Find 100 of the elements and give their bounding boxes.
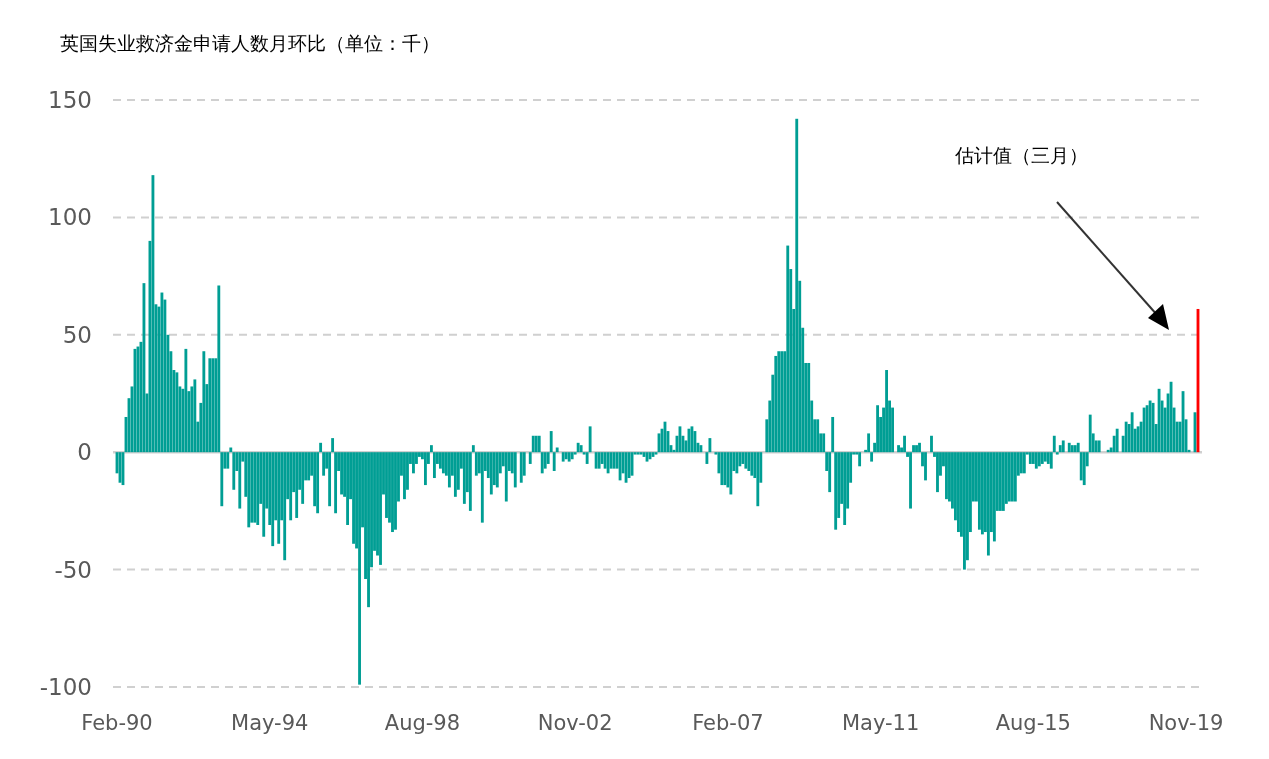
bar — [193, 379, 197, 453]
bar — [1145, 405, 1149, 453]
bar — [1142, 407, 1146, 453]
bar — [346, 452, 349, 525]
bar — [1076, 442, 1080, 453]
bar — [795, 118, 799, 453]
bar — [262, 452, 266, 537]
bar — [1049, 452, 1053, 469]
x-tick-label: Feb-07 — [692, 711, 764, 735]
bar — [394, 452, 397, 530]
bar — [992, 452, 996, 542]
bar — [561, 452, 565, 462]
bar — [930, 435, 933, 453]
y-tick-label: -100 — [39, 674, 92, 700]
bar — [480, 452, 484, 523]
bar — [441, 452, 445, 474]
bar — [403, 452, 406, 500]
bar — [379, 452, 382, 565]
bar — [780, 351, 784, 453]
bar — [250, 452, 254, 523]
bar — [1055, 452, 1059, 455]
bar — [322, 452, 326, 476]
bar — [495, 452, 499, 488]
bar — [786, 245, 790, 453]
bar — [579, 445, 583, 453]
bar — [519, 452, 523, 483]
bar — [316, 452, 320, 514]
bar — [729, 452, 733, 495]
bar — [603, 452, 607, 469]
bar — [705, 452, 709, 464]
bar — [543, 452, 547, 469]
x-tick-label: Feb-90 — [81, 711, 153, 735]
bar — [531, 435, 535, 453]
bar — [1052, 435, 1056, 453]
bar — [822, 433, 826, 453]
bar — [1007, 452, 1011, 502]
bar — [1073, 445, 1077, 453]
bar — [217, 285, 221, 453]
bar — [555, 447, 559, 453]
bar — [340, 452, 344, 495]
bar — [331, 438, 335, 453]
bar — [528, 452, 532, 464]
bar — [1022, 452, 1026, 474]
bar — [708, 438, 712, 453]
bar — [1040, 452, 1044, 464]
bar — [870, 452, 874, 462]
x-tick-label: Aug-98 — [384, 711, 461, 735]
bar — [924, 452, 927, 481]
bar — [597, 452, 601, 469]
bar — [471, 445, 475, 453]
bar — [1028, 452, 1032, 464]
x-tick-label: Nov-02 — [537, 711, 613, 735]
bar — [909, 452, 912, 509]
bar — [474, 452, 478, 476]
bar — [184, 348, 188, 453]
bar — [226, 452, 230, 469]
bar — [980, 452, 984, 535]
bar — [912, 445, 915, 453]
bar — [462, 452, 466, 504]
bar — [573, 452, 577, 455]
y-tick-label: 0 — [77, 439, 92, 466]
bar — [720, 452, 724, 486]
bar — [1124, 421, 1128, 453]
bar — [576, 442, 580, 453]
bar — [807, 362, 811, 453]
x-tick-label: Aug-15 — [995, 711, 1071, 735]
bar — [606, 452, 610, 474]
bar — [160, 292, 164, 453]
bar — [424, 452, 427, 486]
bar — [328, 452, 332, 507]
bar — [977, 452, 981, 530]
bar — [1013, 452, 1017, 502]
bar — [777, 351, 781, 453]
bar — [570, 452, 574, 460]
bar — [885, 370, 888, 453]
bar — [585, 452, 589, 464]
bar — [774, 355, 778, 453]
bar — [998, 452, 1002, 511]
annotation: 估计值（三月） — [954, 144, 1088, 166]
bar — [352, 452, 355, 544]
bar — [253, 452, 257, 523]
bar — [936, 452, 939, 493]
bar — [534, 435, 538, 453]
bar — [1001, 452, 1005, 511]
y-tick-label: 50 — [62, 321, 92, 348]
bar — [202, 351, 206, 453]
bar — [229, 447, 233, 453]
bar — [756, 452, 760, 507]
chart-title: 英国失业救济金申请人数月环比（单位：千） — [60, 32, 440, 54]
bar — [367, 452, 370, 608]
bar — [271, 452, 275, 547]
bar — [453, 452, 457, 497]
bar — [858, 452, 862, 467]
bar — [307, 452, 311, 481]
bar — [175, 372, 179, 453]
bar — [295, 452, 299, 518]
bar — [289, 452, 293, 521]
bar — [513, 452, 517, 488]
bar — [211, 358, 215, 453]
bar — [945, 452, 948, 500]
